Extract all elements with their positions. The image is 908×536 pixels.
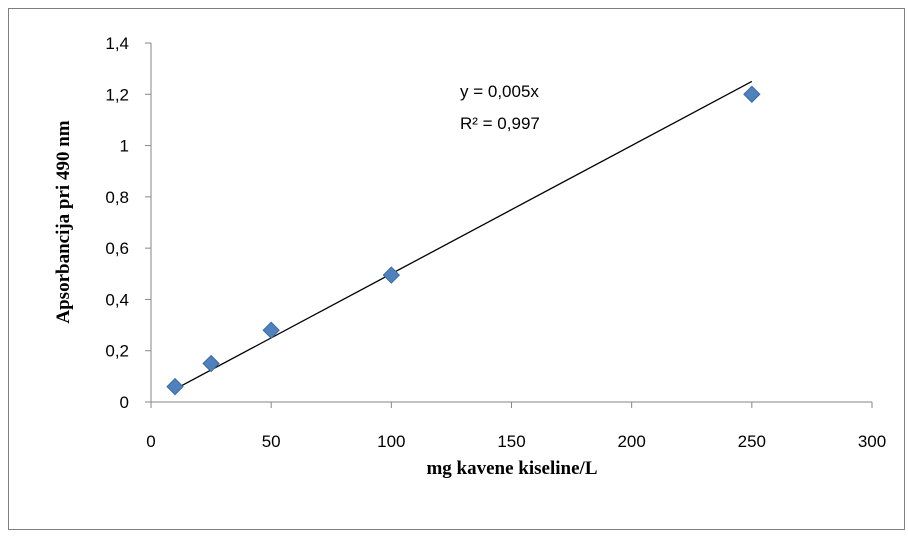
x-ticks: 0 50 100 150 200 250 300 bbox=[146, 402, 886, 451]
x-tick-label: 50 bbox=[262, 432, 281, 451]
trendline-equation: y = 0,005x bbox=[460, 82, 539, 101]
y-tick-label: 0 bbox=[120, 393, 129, 412]
trendline-r-squared: R² = 0,997 bbox=[460, 114, 540, 133]
y-tick-label: 0,8 bbox=[105, 188, 129, 207]
data-points bbox=[166, 85, 761, 396]
y-tick-label: 1,4 bbox=[105, 34, 129, 53]
data-point bbox=[166, 377, 184, 396]
x-axis-title: mg kavene kiseline/L bbox=[426, 458, 597, 479]
x-tick-label: 300 bbox=[858, 432, 886, 451]
y-tick-label: 1 bbox=[120, 137, 129, 156]
y-tick-label: 0,6 bbox=[105, 239, 129, 258]
data-point bbox=[743, 85, 761, 103]
x-tick-label: 150 bbox=[497, 432, 525, 451]
y-ticks: 0 0,2 0,4 0,6 0,8 1 1,2 1,4 bbox=[105, 34, 151, 412]
y-tick-label: 0,4 bbox=[105, 290, 129, 309]
data-point bbox=[202, 354, 220, 373]
data-point bbox=[262, 321, 280, 339]
x-tick-label: 250 bbox=[738, 432, 766, 451]
x-tick-label: 200 bbox=[617, 432, 645, 451]
data-point bbox=[382, 266, 401, 284]
y-axis-title: Apsorbancija pri 490 nm bbox=[53, 120, 74, 323]
y-tick-label: 1,2 bbox=[105, 85, 129, 104]
x-tick-label: 100 bbox=[377, 432, 405, 451]
x-tick-label: 0 bbox=[146, 432, 155, 451]
y-tick-label: 0,2 bbox=[105, 342, 129, 361]
